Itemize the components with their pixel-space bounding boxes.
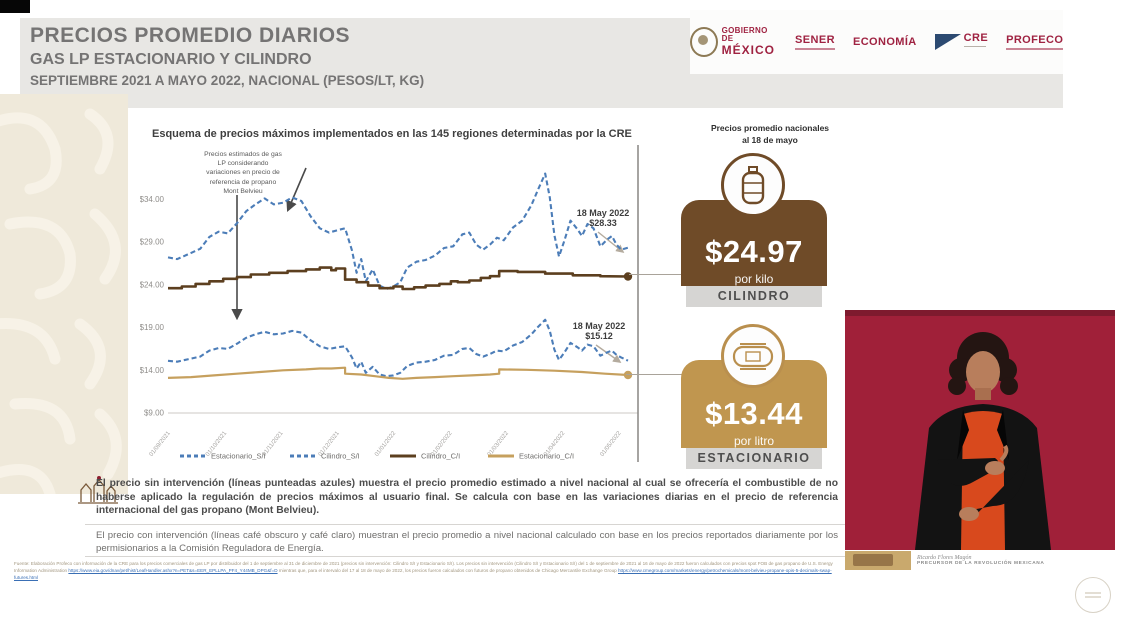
Cilindro_S/I-line [167, 172, 629, 291]
cilindro-label-bar: CILINDRO [686, 286, 822, 307]
gobierno-line1: GOBIERNO DE [721, 25, 768, 44]
price-chart: $34.00 $29.00 $24.00 $19.00 $14.00 $9.00 01/0… [140, 140, 660, 472]
watermark-seal [1075, 577, 1111, 613]
estacionario-unit: por litro [733, 434, 774, 448]
series-lines [167, 172, 633, 380]
y-tick-label: $29.00 [140, 238, 165, 247]
chart-legend: Estacionario_S/I Cilindro_S/I Cilindro_C/I… [180, 452, 574, 461]
economia-logo: ECONOMÍA [852, 36, 917, 48]
note-paragraph-2: El precio con intervención (líneas café … [96, 530, 838, 554]
cre-logo: CRE [934, 32, 988, 52]
estacionario-label-bar: ESTACIONARIO [686, 448, 822, 469]
connector-line-estacionario [626, 374, 682, 375]
divider-line [85, 556, 847, 557]
banner-portrait-image [845, 550, 911, 570]
decorative-illustration [78, 474, 118, 506]
Estacionario_C/I-line [167, 366, 629, 380]
y-tick-label: $34.00 [140, 195, 165, 204]
legend-label: Estacionario_S/I [211, 452, 266, 461]
callout-top: 18 May 2022 $28.33 [576, 208, 630, 228]
annotation-arrow [286, 167, 307, 213]
banner-caption: PRECURSOR DE LA REVOLUCIÓN MEXICANA [917, 560, 1045, 566]
profeco-logo: PROFECO [1006, 34, 1064, 50]
footnote-link-2[interactable]: https://www.cmegroup.com/markets/energy/… [14, 567, 832, 580]
sign-language-interpreter-video [845, 310, 1115, 550]
gobierno-wordmark: GOBIERNO DE MÉXICO [721, 25, 777, 58]
panel-heading: Precios promedio nacionales al 18 de may… [710, 123, 830, 145]
chart-plot-area: $34.00 $29.00 $24.00 $19.00 $14.00 $9.00 01/0… [140, 145, 639, 462]
gobierno-line2: MÉXICO [721, 43, 775, 58]
decorative-pattern [0, 94, 128, 494]
legend-label: Cilindro_C/I [421, 452, 460, 461]
x-tick-label: 01/09/2021 [149, 430, 173, 458]
chart-annotation: Precios estimados de gas LP considerando… [204, 151, 282, 195]
letterbox-corner [0, 0, 30, 13]
Estacionario_S/I-line [167, 318, 629, 378]
gobierno-de-mexico-logo: GOBIERNO DE MÉXICO [689, 25, 777, 58]
x-tick-label: 01/03/2022 [487, 430, 511, 458]
divider-line [85, 524, 847, 525]
gas-tank-icon [721, 324, 785, 388]
y-tick-label: $24.00 [140, 280, 165, 289]
sener-subtext-bar [795, 48, 835, 50]
sener-logo: SENER [795, 34, 835, 50]
cilindro-price: $24.97 [705, 234, 803, 269]
page-title: PRECIOS PROMEDIO DIARIOS GAS LP ESTACION… [30, 24, 424, 88]
estacionario-price: $13.44 [705, 396, 803, 431]
title-line3: SEPTIEMBRE 2021 A MAYO 2022, NACIONAL (P… [30, 73, 425, 88]
y-axis-ticks: $34.00 $29.00 $24.00 $19.00 $14.00 $9.00 [140, 195, 165, 418]
callout-bottom: 18 May 2022 $15.12 [572, 321, 626, 341]
mexico-seal-icon [689, 27, 718, 57]
y-tick-label: $9.00 [144, 409, 165, 418]
connector-line-cilindro [629, 274, 682, 275]
callout-bottom-arrow [595, 344, 622, 363]
title-line2: GAS LP ESTACIONARIO Y CILINDRO [30, 51, 312, 68]
profeco-subtext-bar [1006, 48, 1064, 50]
gas-cylinder-icon [721, 153, 785, 217]
x-tick-label: 01/05/2022 [599, 430, 623, 458]
banner-name-script: Ricardo Flores Magón [917, 554, 972, 561]
Cilindro_C/I-line [168, 266, 629, 291]
cre-triangle-icon [934, 34, 961, 50]
cilindro-unit: por kilo [734, 272, 774, 286]
Estacionario_C/I-end-dot [623, 370, 633, 380]
y-tick-label: $14.00 [140, 366, 165, 375]
legend-label: Cilindro_S/I [321, 452, 360, 461]
source-footnote: Fuente: Elaboración Profeco con informac… [14, 561, 833, 580]
cre-subtext-bar [963, 46, 986, 52]
y-tick-label: $19.00 [140, 323, 165, 332]
footnote-link-1[interactable]: https://www.eia.gov/dnav/pet/hist/LeafHa… [68, 567, 278, 573]
chart-title: Esquema de precios máximos implementados… [152, 128, 632, 140]
government-logo-strip: GOBIERNO DE MÉXICO SENER ECONOMÍA CRE PR… [689, 10, 1064, 74]
x-tick-label: 01/01/2022 [374, 430, 398, 458]
note-paragraph-1: El precio sin intervención (líneas punte… [96, 478, 838, 517]
commemorative-banner: Ricardo Flores Magón PRECURSOR DE LA REV… [845, 550, 1115, 570]
legend-label: Estacionario_C/I [519, 452, 574, 461]
title-line1: PRECIOS PROMEDIO DIARIOS [30, 24, 351, 47]
